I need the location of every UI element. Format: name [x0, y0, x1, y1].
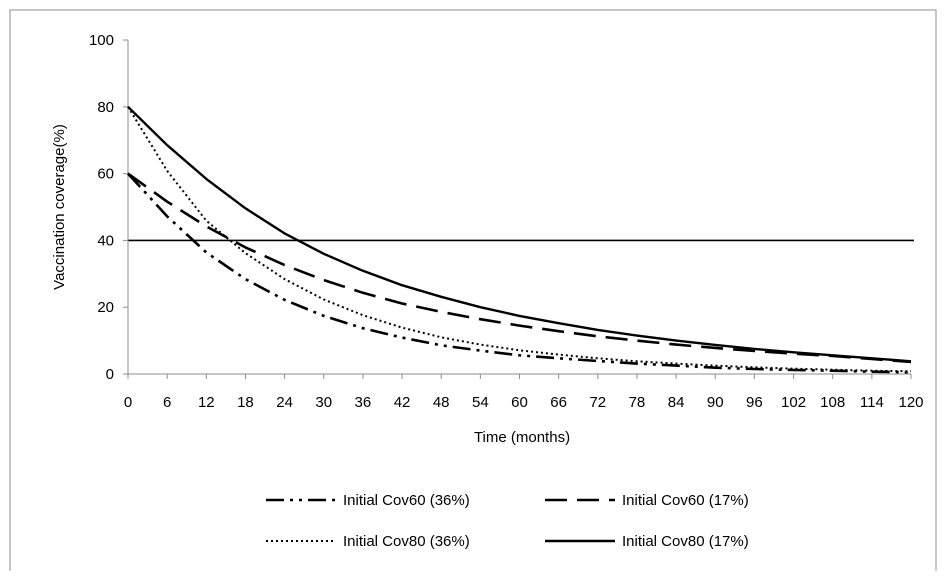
x-tick-label: 60: [511, 394, 528, 411]
y-tick-label: 80: [97, 99, 114, 116]
x-tick-label: 102: [781, 394, 806, 411]
y-tick-label: 40: [97, 232, 114, 249]
x-tick-label: 108: [820, 394, 845, 411]
legend-label-1: Initial Cov60 (36%): [343, 492, 470, 509]
x-tick-label: 54: [472, 394, 489, 411]
x-tick-label: 48: [433, 394, 450, 411]
x-tick-label: 24: [276, 394, 293, 411]
x-tick-label: 6: [163, 394, 171, 411]
y-axis-label: Vaccination coverage(%): [51, 124, 68, 290]
legend-label-3: Initial Cov80 (36%): [343, 533, 470, 550]
x-tick-label: 114: [860, 394, 884, 411]
x-tick-label: 90: [707, 394, 724, 411]
series-line-2: [127, 172, 912, 364]
x-tick-label: 78: [629, 394, 646, 411]
x-tick-label: 36: [355, 394, 372, 411]
x-tick-label: 84: [668, 394, 685, 411]
x-tick-label: 66: [550, 394, 567, 411]
y-tick-label: 0: [106, 366, 114, 383]
x-tick-label: 96: [746, 394, 763, 411]
x-tick-label: 30: [315, 394, 332, 411]
series-line-4: [127, 105, 912, 363]
x-tick-label: 18: [237, 394, 254, 411]
y-tick-label: 60: [97, 166, 114, 183]
x-tick-label: 0: [124, 394, 132, 411]
series-line-3: [127, 106, 912, 373]
y-tick-label: 100: [89, 32, 114, 49]
legend-label-4: Initial Cov80 (17%): [622, 533, 749, 550]
series-line-1: [127, 172, 912, 374]
x-axis-label: Time (months): [474, 429, 570, 446]
chart-frame: [9, 9, 937, 573]
y-tick-label: 20: [97, 299, 114, 316]
x-tick-label: 12: [198, 394, 215, 411]
x-tick-label: 42: [394, 394, 411, 411]
legend-label-2: Initial Cov60 (17%): [622, 492, 749, 509]
x-tick-label: 120: [898, 394, 923, 411]
x-tick-label: 72: [589, 394, 606, 411]
